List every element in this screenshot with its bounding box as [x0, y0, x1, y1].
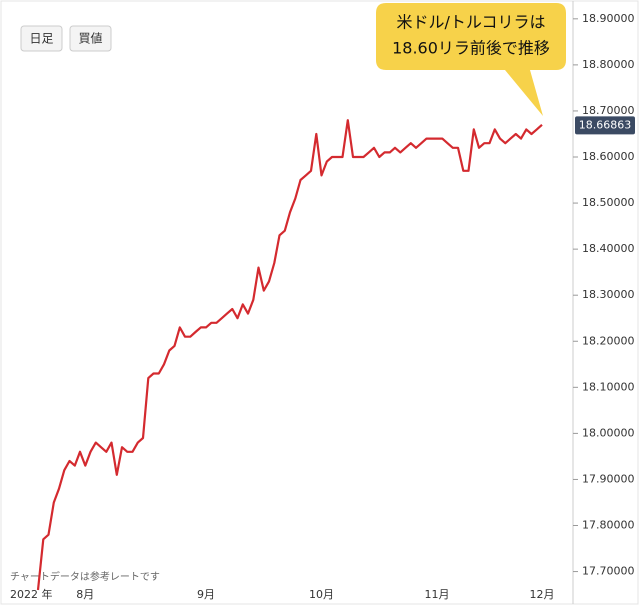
x-tick-label: 11月: [425, 588, 450, 601]
price-badge: [575, 116, 635, 135]
y-tick-label: 18.10000: [582, 380, 635, 393]
y-tick-label: 17.90000: [582, 472, 635, 485]
year-label: 2022 年: [10, 587, 53, 601]
x-tick-label: 10月: [309, 588, 334, 601]
y-tick-label: 17.70000: [582, 565, 635, 578]
y-tick-label: 18.50000: [582, 196, 635, 209]
callout-bubble: [376, 3, 566, 116]
y-tick-label: 18.90000: [582, 12, 635, 25]
y-tick-label: 18.30000: [582, 288, 635, 301]
button[interactable]: [69, 25, 112, 52]
callout-text: 18.60リラ前後で推移: [392, 39, 550, 58]
y-tick-label: 18.00000: [582, 426, 635, 439]
callout-text: 米ドル/トルコリラは: [396, 13, 545, 32]
button[interactable]: [20, 25, 63, 52]
y-tick-label: 18.80000: [582, 58, 635, 71]
price-line: [36, 119, 543, 591]
y-tick-label: 18.60000: [582, 150, 635, 163]
y-tick-label: 18.40000: [582, 242, 635, 255]
button-label[interactable]: 買値: [78, 31, 102, 46]
x-tick-label: 9月: [197, 588, 215, 601]
y-tick-label: 17.80000: [582, 519, 635, 532]
x-tick-label: 8月: [76, 588, 94, 601]
y-tick-label: 18.70000: [582, 104, 635, 117]
note: チャートデータは参考レートです: [10, 570, 160, 583]
price-label: 18.66863: [579, 118, 632, 131]
y-tick-label: 18.20000: [582, 334, 635, 347]
button-label[interactable]: 日足: [29, 32, 53, 46]
x-tick-label: 12月: [530, 588, 555, 601]
